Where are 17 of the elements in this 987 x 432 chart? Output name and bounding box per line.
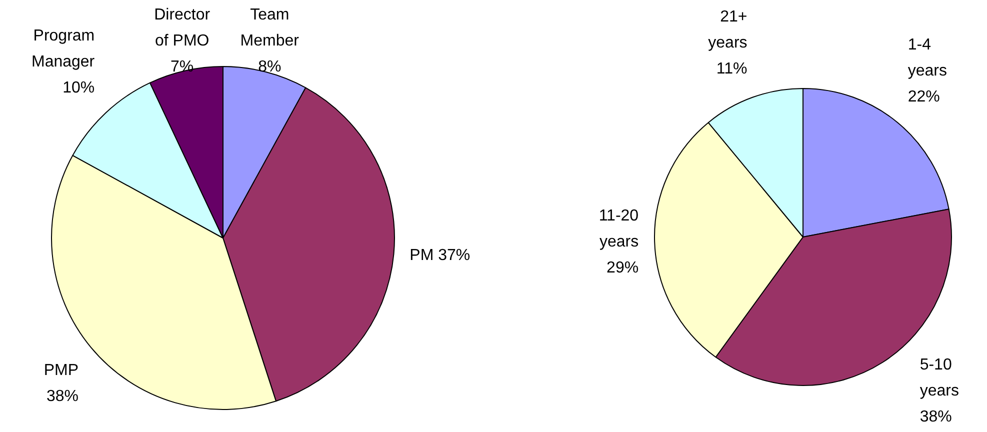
data-label: 7% [170,58,194,76]
data-label: 38% [46,388,79,405]
data-label: 38% [920,408,952,426]
slice-label: Program Manager [31,28,96,71]
slice-label: 21+ years [708,8,748,52]
slice-label: 5-10 years [920,356,959,400]
slice-label: Team Member [240,6,300,50]
slice-label: PMP [44,362,79,379]
data-label: 29% [606,260,639,277]
slice-label: PM 37% [410,247,470,264]
slice-label: Director of PMO [154,6,211,50]
slice-label: 1-4 years [908,36,947,80]
data-label: 22% [908,88,940,106]
data-label: 8% [258,58,282,76]
slice-label: 11-20 years [598,208,639,251]
data-label: 11% [716,60,748,78]
data-label: 10% [62,80,95,97]
